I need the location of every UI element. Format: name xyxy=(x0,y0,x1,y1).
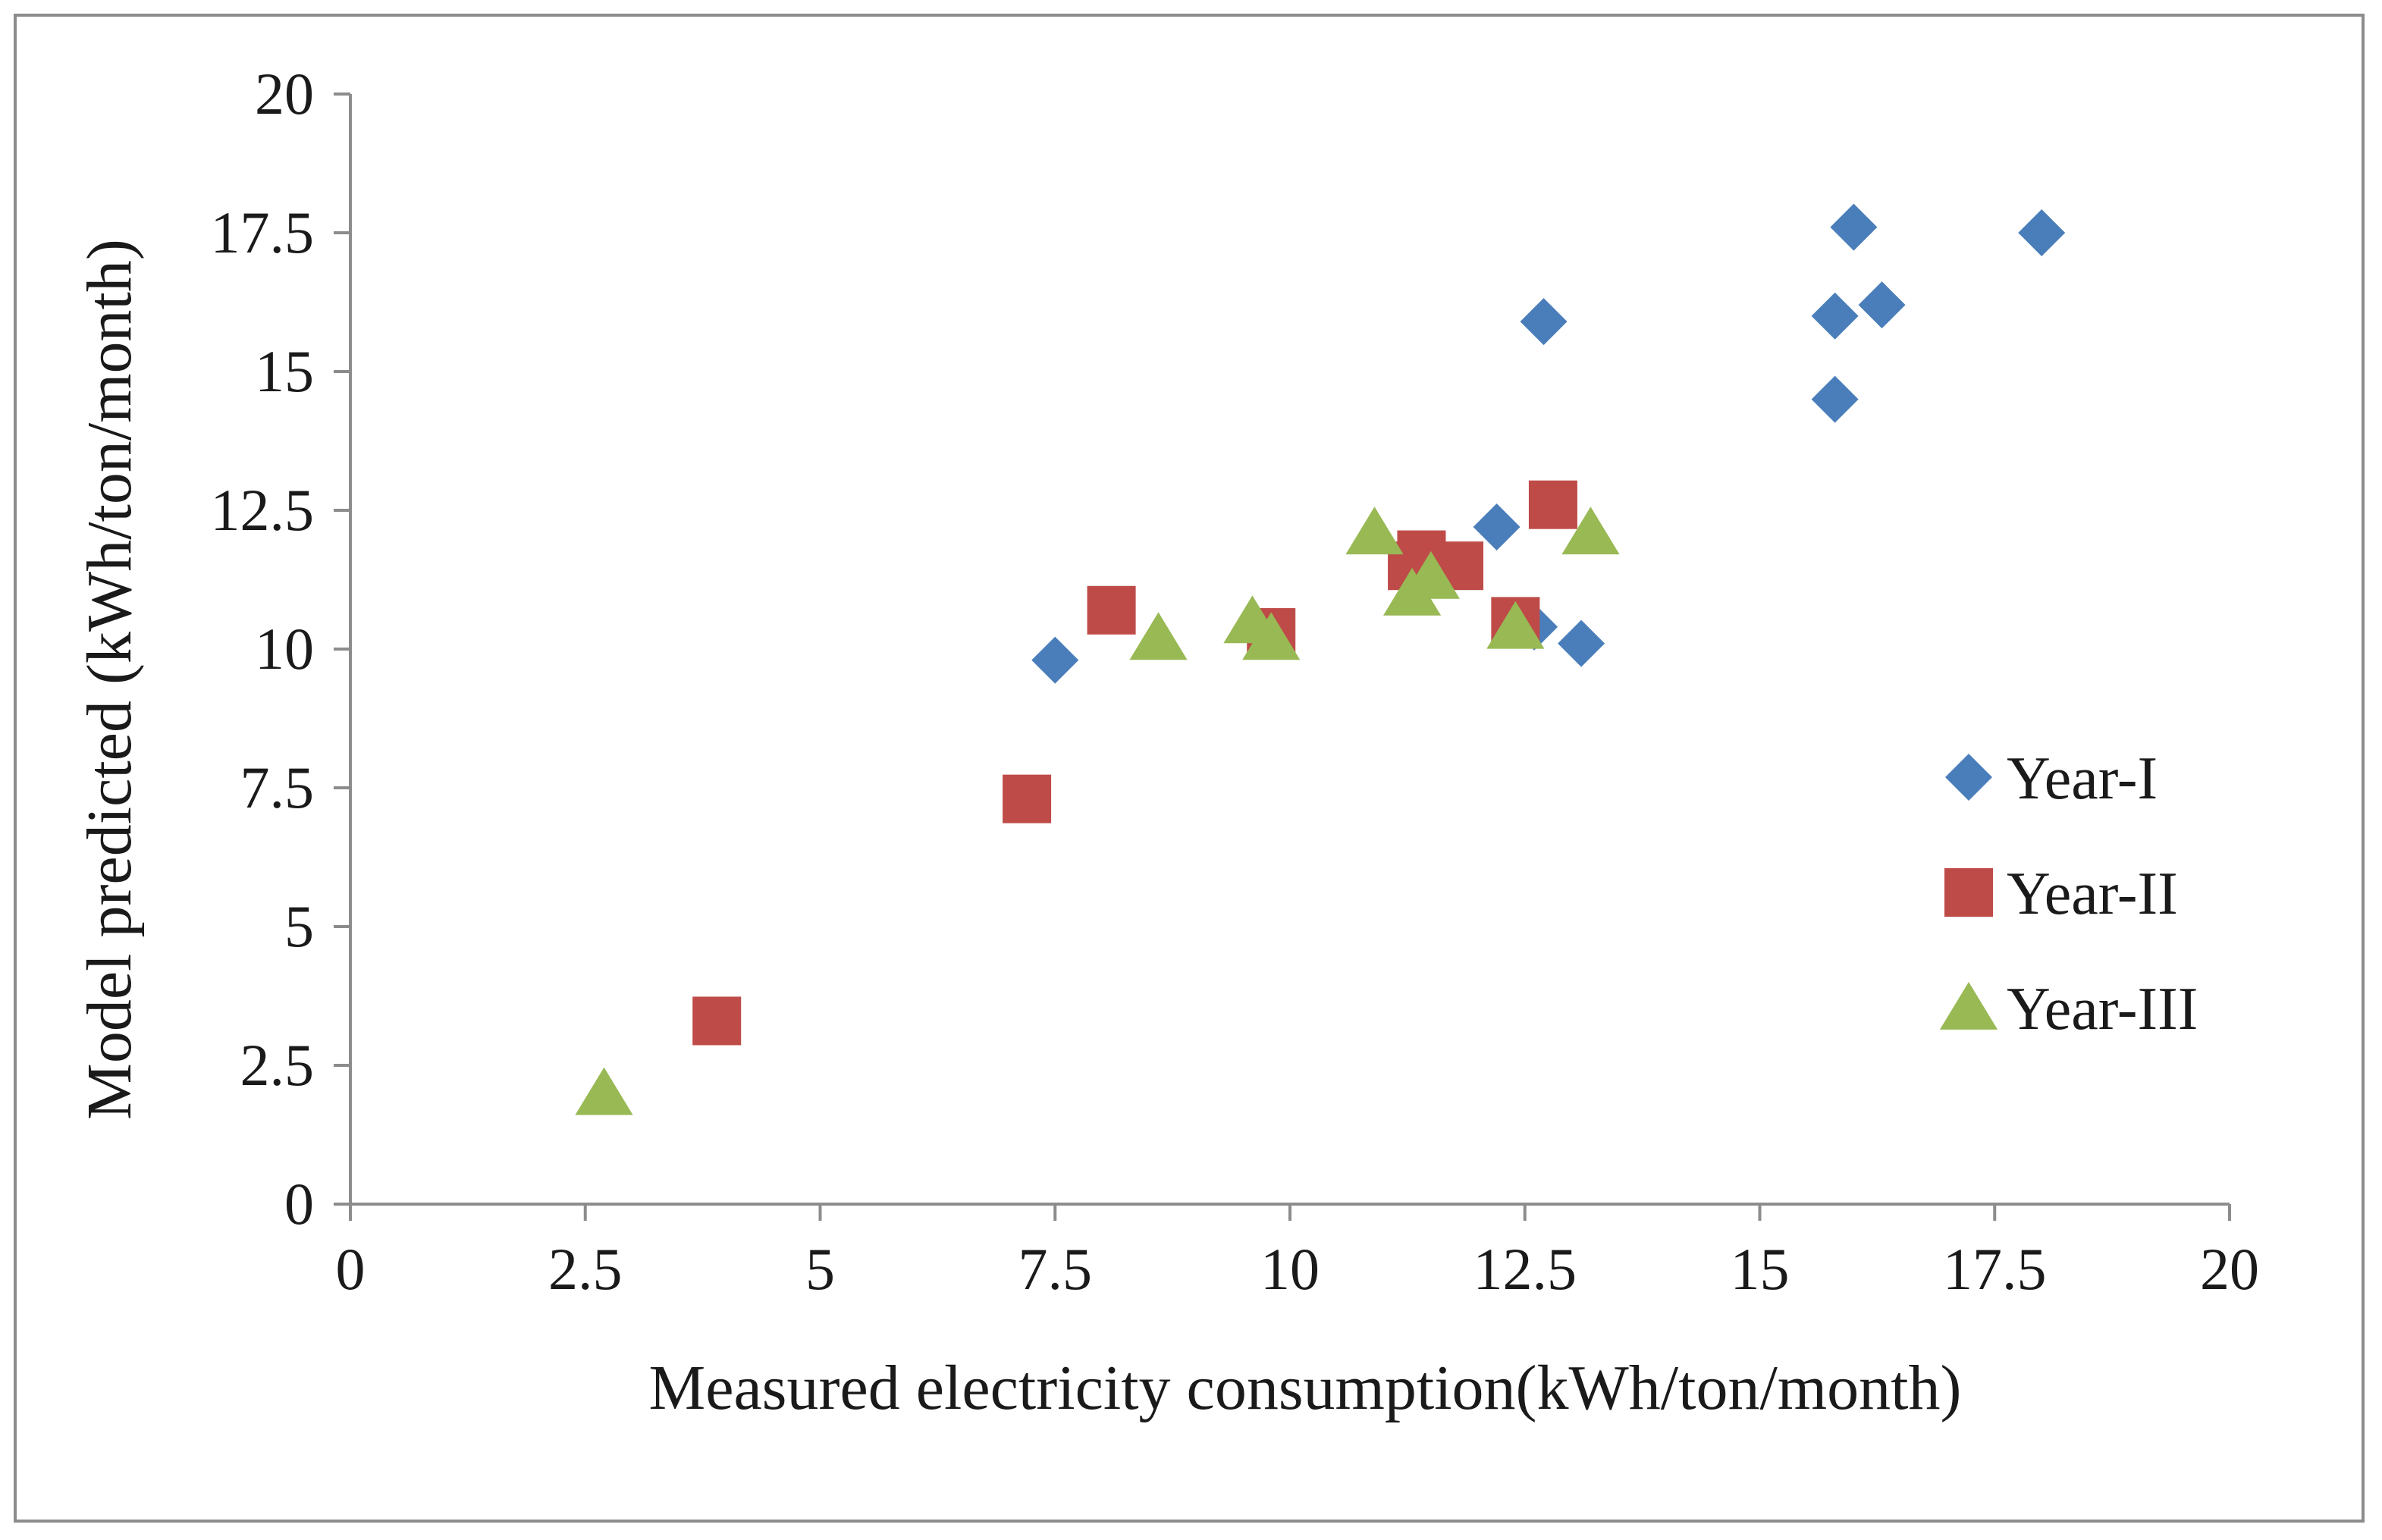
data-point-diamond xyxy=(2018,209,2066,256)
x-tick-label: 0 xyxy=(336,1236,366,1302)
x-tick-label: 12.5 xyxy=(1473,1236,1577,1302)
data-point-diamond xyxy=(1520,298,1568,346)
x-tick-label: 10 xyxy=(1260,1236,1320,1302)
data-point-diamond xyxy=(1811,375,1859,423)
data-point-triangle xyxy=(1401,550,1460,599)
data-point-triangle xyxy=(1242,612,1301,660)
legend-marker-diamond xyxy=(1945,754,1992,801)
y-tick-label: 7.5 xyxy=(240,754,315,820)
legend-marker-square xyxy=(1944,868,1993,917)
data-point-square xyxy=(1528,480,1577,529)
data-point-square xyxy=(1003,774,1052,823)
data-point-diamond xyxy=(1031,636,1079,684)
legend-label: Year-III xyxy=(2007,976,2198,1043)
y-tick-label: 10 xyxy=(255,616,314,682)
y-tick-label: 2.5 xyxy=(240,1032,315,1098)
legend-item: Year-I xyxy=(1945,745,2158,812)
x-tick-label: 5 xyxy=(805,1236,835,1302)
x-tick-label: 17.5 xyxy=(1943,1236,2047,1302)
data-points xyxy=(575,203,2066,1115)
series-year-ii xyxy=(692,480,1577,1046)
x-axis-title: Measured electricity consumption(kWh/ton… xyxy=(649,1353,1962,1423)
legend-item: Year-III xyxy=(1939,976,2198,1043)
data-point-diamond xyxy=(1858,281,1906,329)
y-tick-label: 15 xyxy=(255,338,314,404)
x-tick-label: 15 xyxy=(1731,1236,1790,1302)
series-year-i xyxy=(1031,203,2066,684)
x-tick-label: 20 xyxy=(2200,1236,2259,1302)
data-point-triangle xyxy=(1345,507,1404,555)
y-tick-label: 0 xyxy=(284,1171,314,1237)
data-point-triangle xyxy=(1129,612,1188,660)
chart-frame: 0 2.5 5 7.5 10 12.5 15 17.5 20 0 2.5 5 7.5 10 12.5 15 17… xyxy=(14,14,2365,1523)
tick-labels: 0 2.5 5 7.5 10 12.5 15 17.5 20 0 2.5 5 7.5 10 12.5 15 17… xyxy=(211,61,2260,1302)
scatter-chart: 0 2.5 5 7.5 10 12.5 15 17.5 20 0 2.5 5 7.5 10 12.5 15 17… xyxy=(74,61,2260,1423)
legend-label: Year-I xyxy=(2007,745,2158,812)
y-tick-label: 20 xyxy=(255,61,314,127)
data-point-square xyxy=(1087,585,1136,635)
data-point-triangle xyxy=(1486,601,1545,649)
y-axis-title: Model predicted (kWh/ton/month) xyxy=(74,239,145,1120)
x-tick-label: 2.5 xyxy=(548,1236,623,1302)
data-point-diamond xyxy=(1558,619,1605,667)
tick-marks xyxy=(334,93,2231,1221)
legend-item: Year-II xyxy=(1944,861,2178,927)
data-point-diamond xyxy=(1473,503,1521,550)
legend-label: Year-II xyxy=(2007,861,2178,927)
data-point-triangle xyxy=(1561,507,1620,555)
y-tick-label: 5 xyxy=(284,893,314,959)
legend: Year-I Year-II Year-III xyxy=(1939,745,2198,1043)
data-point-diamond xyxy=(1811,292,1859,340)
y-tick-label: 17.5 xyxy=(211,199,315,265)
x-tick-label: 7.5 xyxy=(1018,1236,1093,1302)
y-tick-label: 12.5 xyxy=(211,477,315,543)
data-point-square xyxy=(692,996,742,1046)
data-point-triangle xyxy=(575,1067,633,1115)
legend-marker-triangle xyxy=(1939,982,1998,1030)
data-point-diamond xyxy=(1830,203,1878,251)
series-year-iii xyxy=(575,507,1620,1115)
